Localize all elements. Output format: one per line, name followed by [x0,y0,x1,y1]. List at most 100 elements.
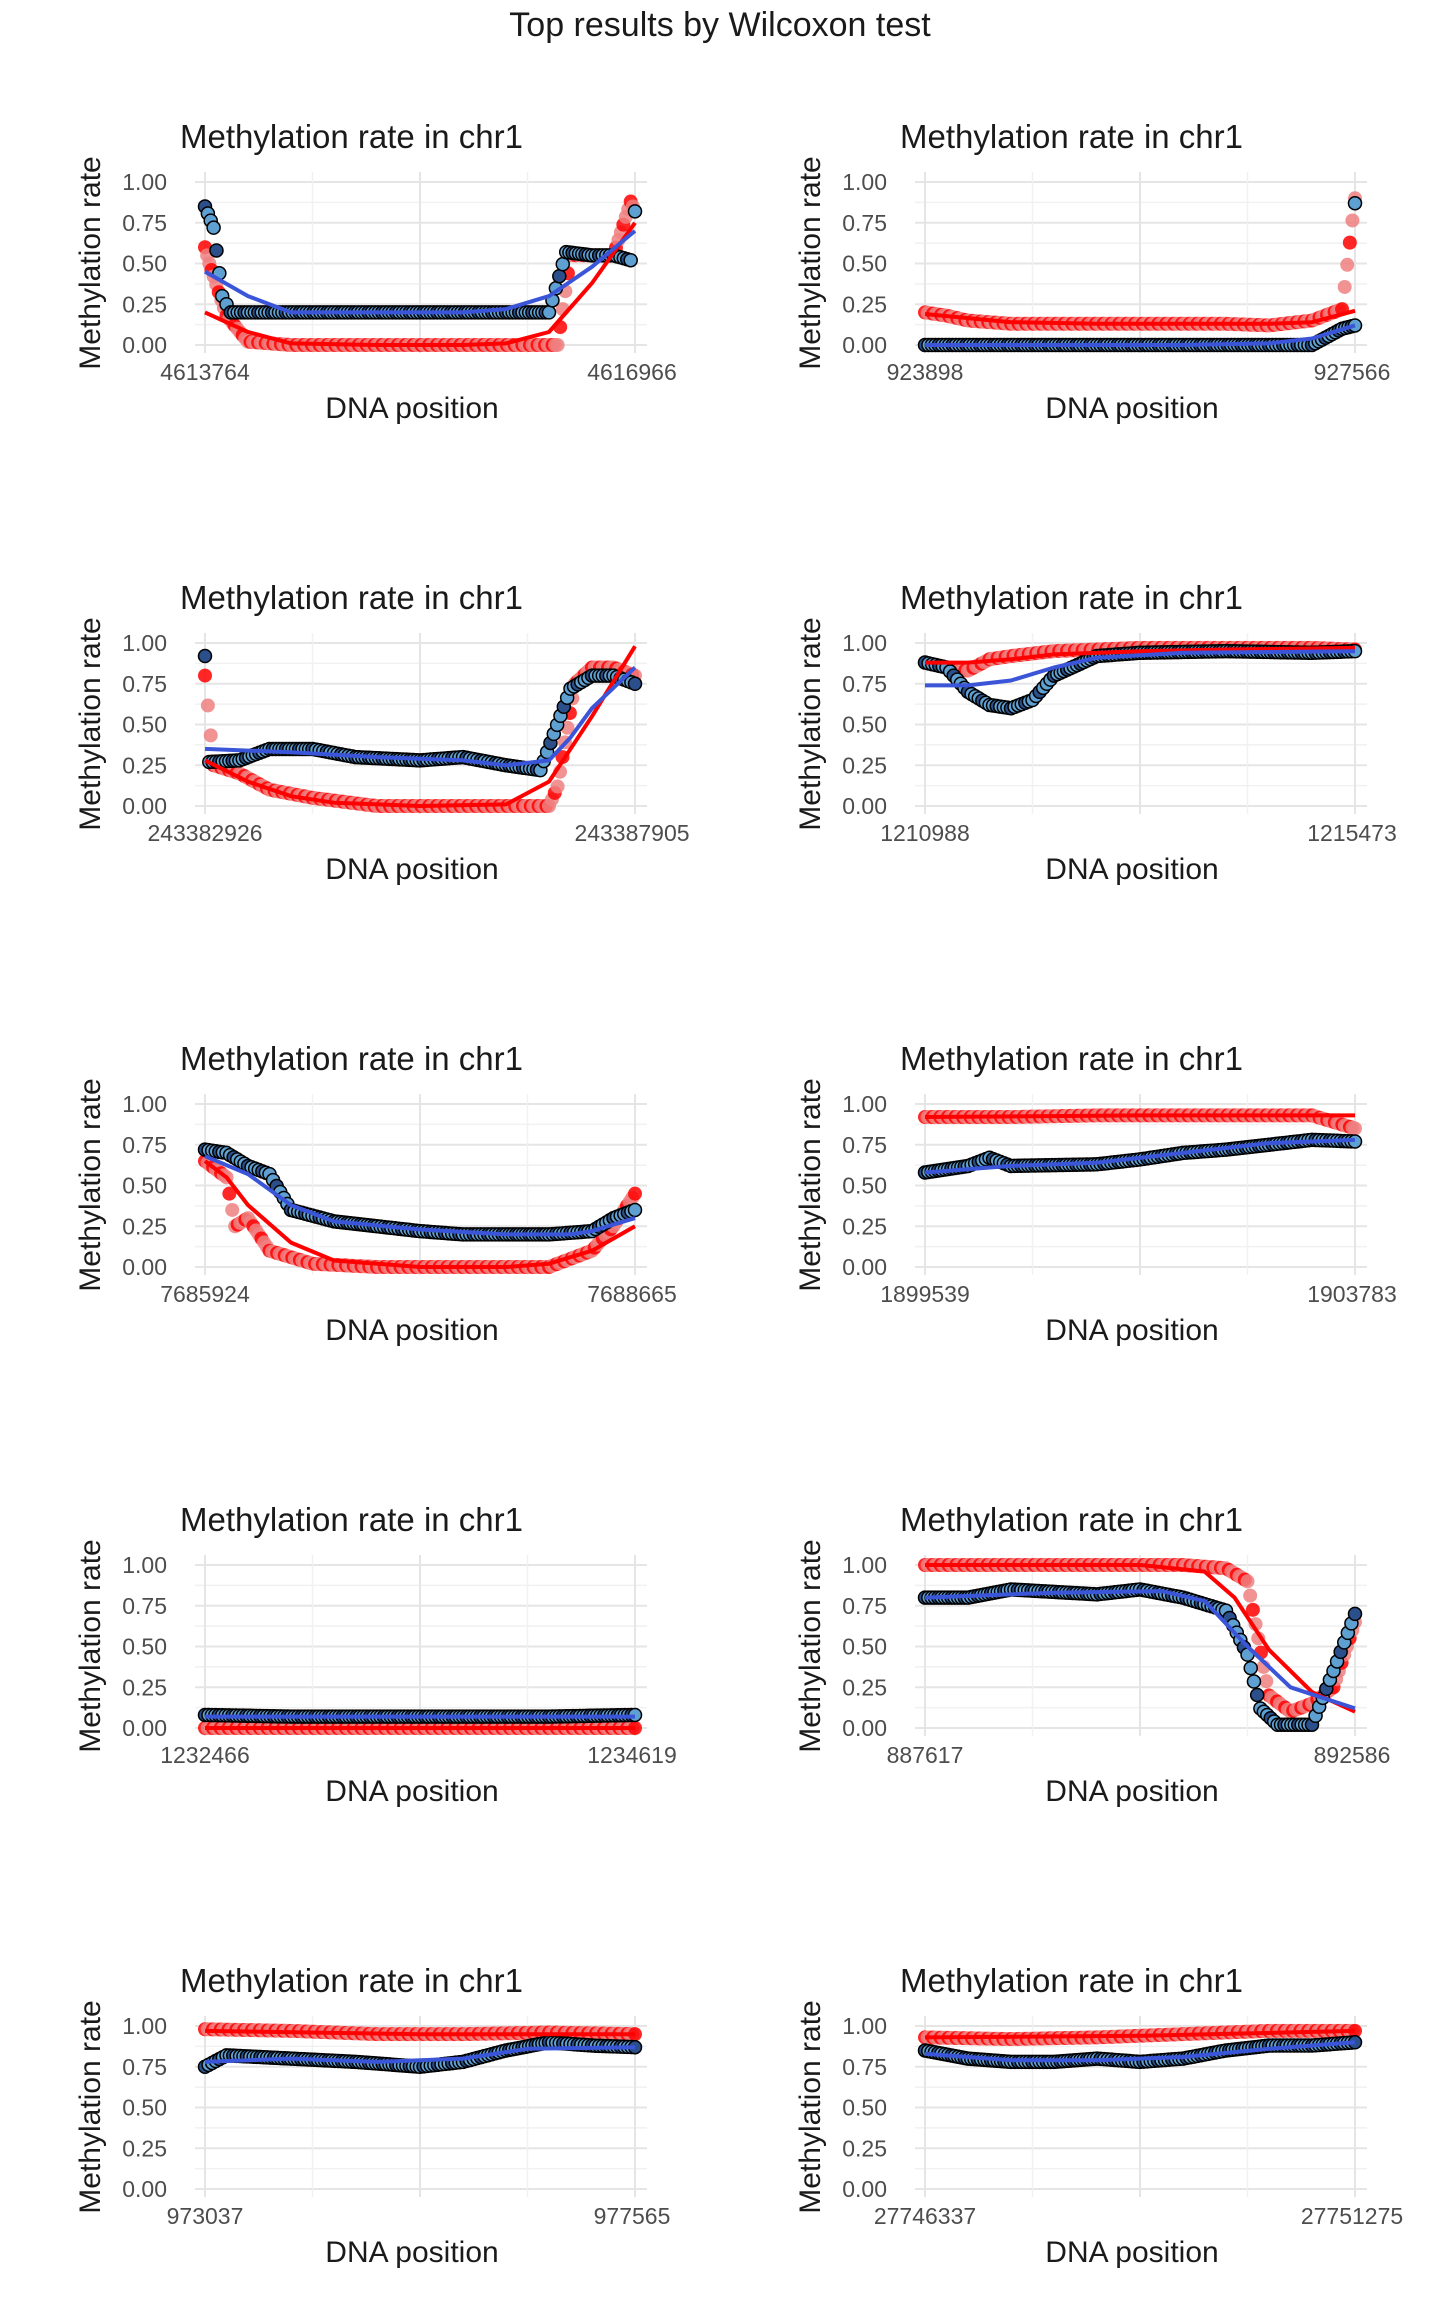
fit-line-b [204,1154,636,1237]
y-tick-label: 0.75 [842,2054,887,2080]
x-tick-label: 927566 [1314,359,1391,385]
y-tick-label: 0.25 [122,291,167,317]
chart-svg: 0.00 0.25 0.50 0.75 1.00 7685924 7688665 Methyl… [74,1040,677,1347]
x-axis-label: DNA position [325,392,498,425]
y-tick-label: 0.25 [842,2135,887,2161]
data-point [198,668,212,683]
data-point [1249,1687,1265,1703]
y-tick-label: 0.00 [122,332,167,358]
y-tick-label: 0.25 [842,1674,887,1700]
y-tick-label: 1.00 [842,169,887,195]
data-point [209,243,224,258]
y-axis-label: Methylation rate [74,156,107,369]
fit-line-b [204,2045,636,2064]
chart-svg: 0.00 0.25 0.50 0.75 1.00 27746337 27751275 Meth… [794,1962,1403,2269]
chart-panel: 0.00 0.25 0.50 0.75 1.00 973037 977565 Methylat… [0,1844,720,2305]
data-point [1240,1574,1255,1589]
y-tick-label: 0.25 [842,1213,887,1239]
y-tick-label: 0.50 [122,251,167,277]
fit-line-a [204,2028,635,2037]
y-axis-label: Methylation rate [794,1078,827,1291]
y-tick-label: 1.00 [842,1091,887,1117]
x-tick-label: 1232466 [160,1742,250,1768]
chart-svg: 0.00 0.25 0.50 0.75 1.00 243382926 243387905 Me… [74,579,690,886]
chart-svg: 0.00 0.25 0.50 0.75 1.00 1210988 1215473 Methyl… [794,579,1397,886]
data-point [541,305,557,320]
y-tick-label: 0.25 [122,752,167,778]
y-tick-label: 1.00 [122,169,167,195]
data-point [1345,213,1360,228]
x-axis-label: DNA position [325,2236,498,2269]
y-tick-label: 1.00 [122,1091,167,1117]
y-axis-label: Methylation rate [794,1539,827,1752]
fit-line-a [203,1159,636,1269]
chart-title: Methylation rate in chr1 [900,1501,1243,1538]
x-tick-label: 1215473 [1307,820,1397,846]
data-point [623,252,638,268]
chart-panel: 0.00 0.25 0.50 0.75 1.00 887617 892586 Methylat… [720,1383,1440,1844]
x-tick-label: 4616966 [587,359,677,385]
y-tick-label: 0.50 [842,1634,887,1660]
y-axis-label: Methylation rate [74,2000,107,2213]
chart-title: Methylation rate in chr1 [900,118,1243,155]
y-tick-label: 0.75 [842,671,887,697]
fit-line-b [924,1137,1356,1175]
fit-line-b [925,649,1356,688]
x-axis-label: DNA position [325,853,498,886]
x-tick-label: 887617 [887,1742,964,1768]
x-tick-label: 243387905 [574,820,689,846]
y-tick-label: 0.00 [842,1715,887,1741]
x-tick-label: 7688665 [587,1281,677,1307]
chart-svg: 0.00 0.25 0.50 0.75 1.00 1899539 1903783 Methyl… [794,1040,1397,1347]
y-axis-label: Methylation rate [74,1539,107,1752]
y-tick-label: 0.50 [842,2095,887,2121]
y-tick-label: 0.00 [842,1254,887,1280]
x-axis-label: DNA position [325,1775,498,1808]
x-tick-label: 973037 [167,2203,244,2229]
x-tick-label: 923898 [887,359,964,385]
y-tick-label: 0.50 [122,1634,167,1660]
y-tick-label: 0.50 [122,712,167,738]
chart-svg: 0.00 0.25 0.50 0.75 1.00 1232466 1234619 Methyl… [74,1501,677,1808]
chart-title: Methylation rate in chr1 [180,1501,523,1538]
y-tick-label: 0.75 [122,671,167,697]
chart-title: Methylation rate in chr1 [180,579,523,616]
y-tick-label: 0.00 [842,2176,887,2202]
y-axis-label: Methylation rate [794,617,827,830]
y-tick-label: 0.75 [842,210,887,236]
x-tick-label: 1210988 [880,820,970,846]
y-tick-label: 0.25 [842,752,887,778]
y-tick-label: 0.00 [122,2176,167,2202]
x-tick-label: 977565 [594,2203,671,2229]
x-tick-label: 243382926 [147,820,262,846]
y-tick-label: 0.50 [842,251,887,277]
y-tick-label: 0.00 [122,1715,167,1741]
fit-line-a [204,645,637,808]
x-axis-label: DNA position [1045,392,1218,425]
y-axis-label: Methylation rate [794,2000,827,2213]
y-tick-label: 0.00 [842,332,887,358]
fit-line-a [925,645,1356,665]
y-tick-label: 0.50 [842,1173,887,1199]
data-point [1342,235,1357,250]
y-tick-label: 0.50 [122,2095,167,2121]
data-point [197,648,213,664]
data-point [555,256,571,272]
x-tick-label: 27751275 [1301,2203,1403,2229]
y-axis-label: Methylation rate [74,617,107,830]
y-tick-label: 1.00 [842,2013,887,2039]
chart-svg: 0.00 0.25 0.50 0.75 1.00 887617 892586 Methylat… [794,1501,1390,1808]
data-point [222,1186,237,1201]
fit-line-a [924,308,1356,326]
data-point [1340,257,1355,272]
y-tick-label: 0.00 [122,793,167,819]
chart-panel: 0.00 0.25 0.50 0.75 1.00 1210988 1215473 Methyl… [720,461,1440,922]
chart-svg: 0.00 0.25 0.50 0.75 1.00 973037 977565 Methylat… [74,1962,671,2269]
y-tick-label: 0.75 [122,1132,167,1158]
gridlines [195,172,647,353]
fit-line-b [924,1589,1356,1711]
y-tick-label: 0.50 [842,712,887,738]
fit-line-a [925,1563,1356,1714]
fit-line-a [204,221,637,347]
x-axis-label: DNA position [325,1314,498,1347]
